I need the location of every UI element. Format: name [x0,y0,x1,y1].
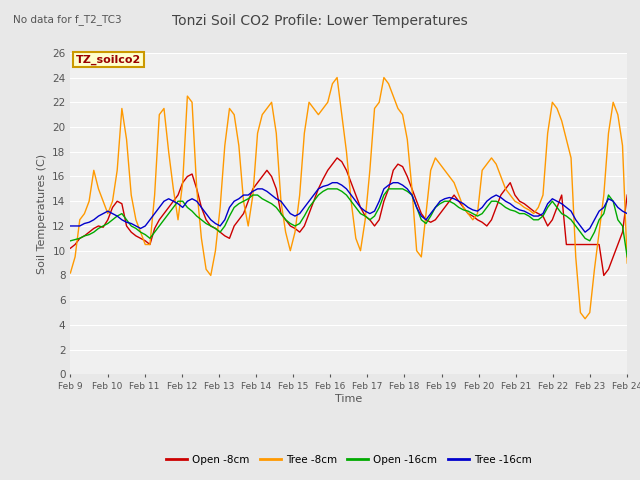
Text: Tonzi Soil CO2 Profile: Lower Temperatures: Tonzi Soil CO2 Profile: Lower Temperatur… [172,14,468,28]
Text: No data for f_T2_TC3: No data for f_T2_TC3 [13,14,122,25]
Legend: Open -8cm, Tree -8cm, Open -16cm, Tree -16cm: Open -8cm, Tree -8cm, Open -16cm, Tree -… [162,450,536,468]
Y-axis label: Soil Temperatures (C): Soil Temperatures (C) [36,154,47,274]
X-axis label: Time: Time [335,394,362,404]
Text: TZ_soilco2: TZ_soilco2 [76,54,141,65]
